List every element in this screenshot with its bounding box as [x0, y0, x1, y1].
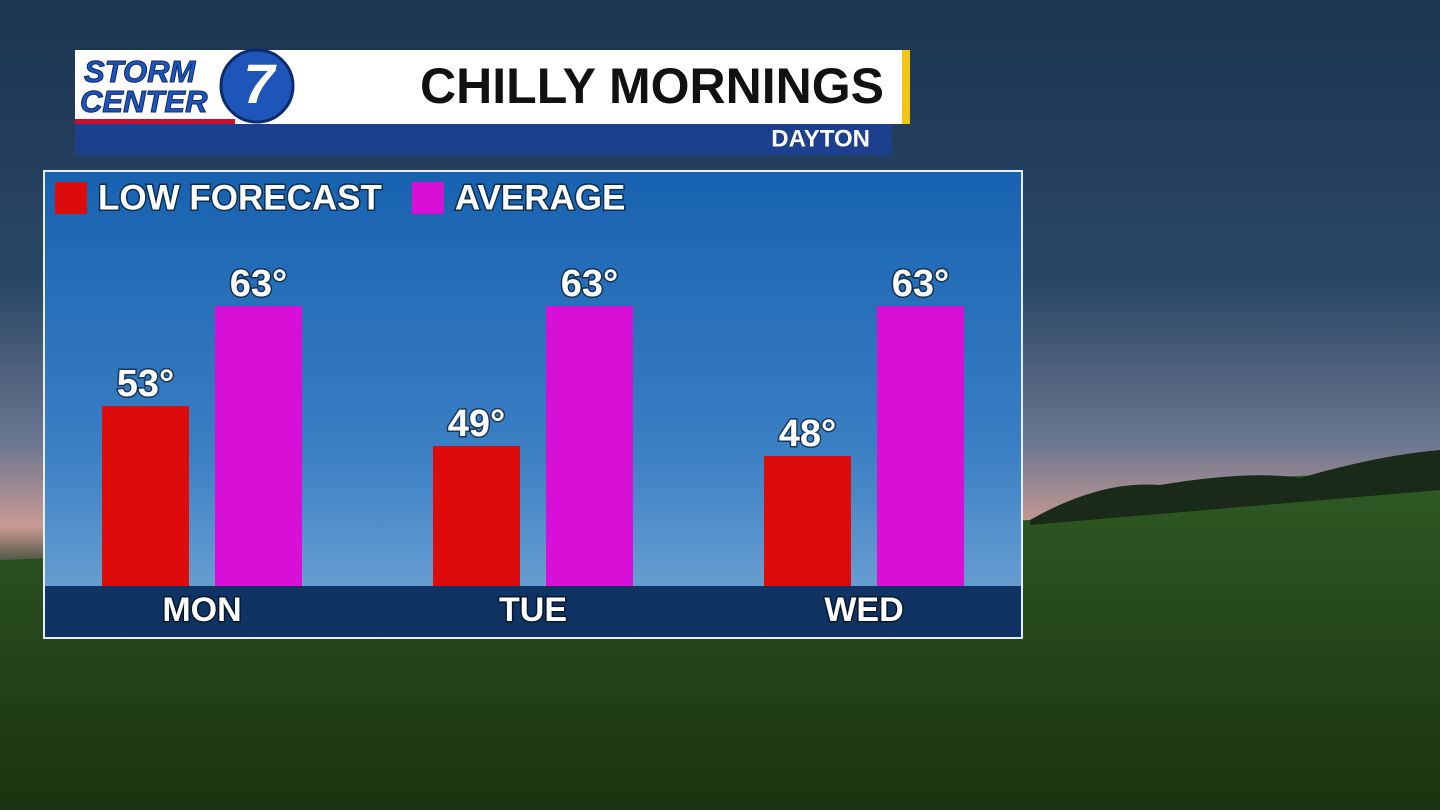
bar	[764, 456, 851, 586]
logo-text: STORM	[84, 54, 197, 89]
legend-swatch	[411, 182, 444, 214]
chart-panel	[43, 170, 1023, 639]
logo-stripe	[75, 119, 235, 124]
bar	[433, 446, 520, 586]
category-band	[45, 586, 1021, 637]
x-tick-label: TUE	[499, 591, 567, 629]
chart-subtitle: DAYTON	[771, 125, 870, 152]
x-tick-label: MON	[162, 591, 241, 629]
title-accent	[902, 50, 910, 124]
bar	[215, 306, 302, 586]
x-tick-label: WED	[824, 591, 903, 629]
legend-label: AVERAGE	[455, 178, 626, 217]
bar	[102, 406, 189, 586]
legend-label: LOW FORECAST	[98, 178, 382, 217]
value-label: 63°	[230, 263, 287, 305]
value-label: 53°	[117, 363, 174, 405]
bar	[546, 306, 633, 586]
value-label: 63°	[561, 263, 618, 305]
logo-number: 7	[243, 52, 277, 115]
logo-circle	[219, 48, 295, 124]
value-label: 63°	[892, 263, 949, 305]
chart-title: CHILLY MORNINGS	[420, 58, 884, 114]
plot-area: LOW FORECAST AVERAGE MON 53° 63° TUE 49° 63° WED…	[55, 177, 964, 630]
value-label: 49°	[448, 403, 505, 445]
legend-swatch	[55, 182, 87, 214]
value-label: 48°	[779, 413, 836, 455]
subtitle-bar	[75, 124, 892, 155]
tree-line	[1030, 450, 1440, 525]
title-bar	[75, 50, 908, 124]
bar	[877, 306, 964, 586]
logo-text: CENTER	[80, 84, 208, 119]
